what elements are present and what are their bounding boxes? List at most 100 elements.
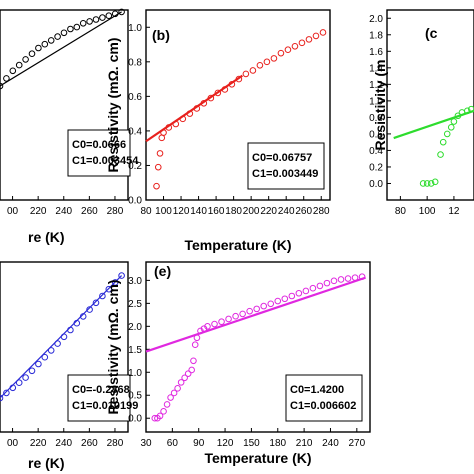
data-point [156,412,164,420]
x-tick-label: 30 [140,438,152,449]
data-point [86,18,93,25]
data-point [9,384,17,392]
y-tick-label: 0.0 [369,179,383,190]
x-tick-label: 100 [155,206,172,217]
data-point [228,80,236,88]
x-tick-label: 00 [7,438,19,449]
data-point [111,10,119,18]
x-tick-label: 260 [81,206,98,217]
data-point [186,110,194,117]
data-point [181,374,188,382]
data-point [344,275,352,282]
data-point [312,32,320,40]
x-tick-label: 90 [193,438,205,449]
y-tick-label: 1.8 [369,30,383,41]
plot-frame [145,9,331,201]
data-point [447,124,455,131]
fit-line [145,276,366,353]
data-point [246,307,253,315]
data-point [281,295,289,303]
data-point [177,379,185,386]
data-point [423,180,431,187]
y-tick-label: 0.6 [369,129,383,140]
data-point [92,299,100,307]
x-tick-label: 100 [419,206,436,217]
data-point [427,180,435,187]
data-point [277,49,285,57]
y-tick-label: 1.0 [128,368,142,379]
data-point [79,313,87,320]
coefficient-box [285,374,363,422]
data-point [274,297,282,305]
x-tick-label: 180 [225,206,242,217]
y-tick-label: 0.2 [369,162,383,173]
data-point [288,292,296,300]
data-point [47,37,55,44]
data-point [118,272,125,279]
x-tick-label: 150 [243,438,260,449]
x-tick-label: 120 [217,438,234,449]
y-tick-label: 0.8 [369,113,383,124]
y-tick-label: 1.6 [369,47,383,58]
data-point [153,182,160,190]
data-point [249,67,257,74]
x-tick-label: 00 [7,206,19,217]
data-point [151,414,159,422]
data-point [214,89,222,97]
data-point [190,357,197,365]
data-point [305,36,313,43]
data-point [165,124,173,131]
data-point [28,367,36,375]
data-point [302,287,310,295]
data-point [188,366,195,374]
coefficient-box [67,129,131,177]
x-tick-label: 12 [448,206,460,217]
panel-label: (c [425,25,438,41]
data-point [0,394,4,402]
data-point [358,273,366,281]
data-point [239,310,246,318]
data-point [200,99,208,107]
data-point [118,8,125,16]
y-tick-label: 0.2 [128,161,142,172]
x-tick-label: 240 [322,438,339,449]
data-point [15,61,23,69]
data-point [193,105,201,112]
coefficient-text: C0=1.4200 [290,384,344,396]
data-point [319,29,327,36]
y-tick-label: 2.0 [128,322,142,333]
x-tick-label: 280 [107,438,124,449]
data-point [79,20,87,27]
data-point [92,16,100,23]
coefficient-box [67,374,131,422]
coefficient-text: C1=0.003454 [72,155,139,167]
data-point [218,318,225,326]
data-point [99,292,106,300]
coefficient-text: C0=0.0666 [72,139,126,151]
data-point [330,277,338,285]
x-tick-label: 240 [55,438,72,449]
data-point [204,323,211,330]
data-point [111,279,119,286]
data-point [242,70,250,78]
data-point [0,82,4,90]
y-tick-label: 1.0 [369,96,383,107]
x-tick-label: 240 [55,206,72,217]
data-point [298,39,306,47]
y-axis-label: Resistivity (m [372,59,388,150]
data-point [174,385,181,392]
data-point [60,333,68,341]
x-axis-label: Temperature (K) [184,237,291,253]
data-point [73,23,81,31]
data-point [54,33,61,40]
y-tick-label: 1.2 [369,80,383,91]
y-tick-label: 3.0 [128,276,142,287]
data-point [267,300,275,308]
panel-label: (b) [152,27,170,43]
y-tick-label: 2.0 [369,14,383,25]
plot-frame [145,261,371,433]
coefficient-text: C0=0.06757 [252,152,312,164]
data-point [3,75,10,82]
data-point [160,129,167,136]
